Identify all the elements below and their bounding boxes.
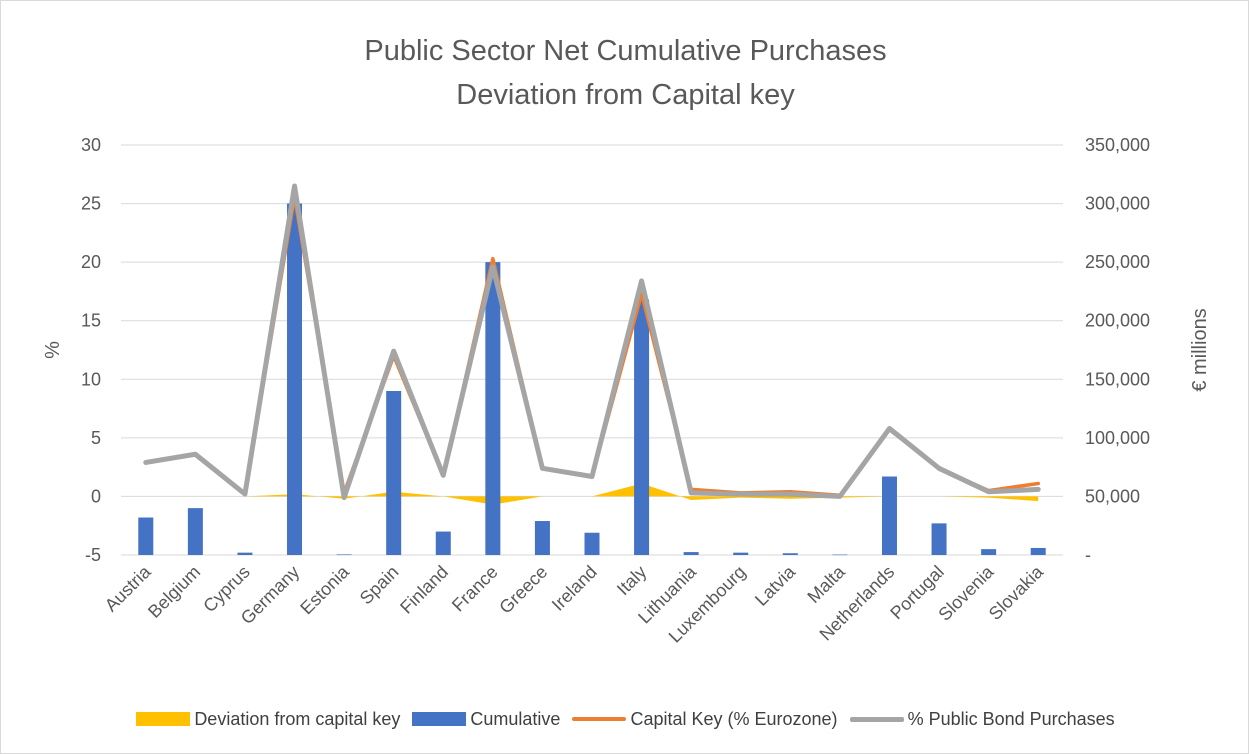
cumulative-bar (336, 554, 352, 556)
y-tick-label: 20 (81, 252, 101, 272)
cumulative-bar (733, 552, 749, 555)
y2-tick-label: 50,000 (1085, 486, 1140, 506)
x-tick-label: Spain (356, 562, 403, 609)
x-tick-label: Malta (803, 561, 849, 607)
y-tick-label: 25 (81, 194, 101, 214)
legend-item-bond-purchases: % Public Bond Purchases (849, 708, 1115, 730)
y2-tick-label: 250,000 (1085, 252, 1150, 272)
x-tick-label: Estonia (296, 561, 353, 618)
legend-swatch-bond-purchases (849, 716, 904, 722)
cumulative-bar (237, 552, 253, 555)
cumulative-bar (881, 476, 897, 555)
y2-tick-label: 350,000 (1085, 135, 1150, 155)
capital-key-line (144, 194, 1040, 498)
cumulative-bar (386, 391, 402, 555)
cumulative-bar (634, 299, 650, 555)
cumulative-bar (187, 508, 203, 555)
x-tick-label: Belgium (144, 562, 204, 622)
cumulative-bar (931, 523, 947, 555)
legend-swatch-capital-key (572, 717, 627, 721)
cumulative-bar (683, 552, 699, 555)
chart-title-line-2: Deviation from Capital key (456, 79, 795, 111)
y-tick-label: -5 (85, 545, 101, 565)
cumulative-bar (1030, 547, 1046, 555)
cumulative-bar (138, 517, 154, 555)
cumulative-bar (485, 262, 501, 555)
legend-label-capital-key: Capital Key (% Eurozone) (630, 708, 838, 729)
cumulative-bar (534, 521, 550, 555)
legend-label-bond-purchases: % Public Bond Purchases (907, 708, 1115, 729)
y-axis-title: % (42, 341, 64, 359)
legend-swatch-deviation (136, 712, 191, 726)
x-tick-label: France (448, 562, 502, 616)
x-tick-label: Latvia (751, 561, 800, 610)
y-tick-label: 30 (81, 135, 101, 155)
chart-title: Public Sector Net Cumulative Purchases D… (1, 29, 1249, 117)
legend-swatch-cumulative (412, 712, 467, 726)
legend-item-deviation: Deviation from capital key (136, 709, 400, 730)
y2-tick-label: - (1085, 545, 1091, 565)
cumulative-bar (832, 554, 848, 556)
y2-tick-label: 100,000 (1085, 428, 1150, 448)
cumulative-bar (782, 553, 798, 555)
cumulative-bar (584, 532, 600, 555)
y-tick-label: 10 (81, 369, 101, 389)
y-tick-label: 0 (91, 486, 101, 506)
legend-item-capital-key: Capital Key (% Eurozone) (572, 708, 838, 730)
y-tick-label: 15 (81, 311, 101, 331)
legend-label-cumulative: Cumulative (470, 708, 561, 729)
x-tick-label: Slovakia (985, 561, 1048, 624)
legend-label-deviation: Deviation from capital key (194, 708, 401, 729)
chart-title-line-1: Public Sector Net Cumulative Purchases (364, 35, 887, 67)
legend: Deviation from capital key Cumulative Ca… (1, 705, 1249, 733)
x-tick-label: Slovenia (934, 561, 998, 625)
cumulative-bar (287, 203, 303, 556)
y2-tick-label: 150,000 (1085, 369, 1150, 389)
x-tick-label: Italy (613, 562, 650, 599)
x-tick-label: Ireland (548, 562, 601, 615)
legend-item-cumulative: Cumulative (412, 709, 560, 730)
y2-axis-title: € millions (1189, 308, 1211, 391)
x-tick-label: Finland (396, 562, 452, 618)
y2-tick-label: 200,000 (1085, 311, 1150, 331)
cumulative-bar (435, 531, 451, 555)
cumulative-bar (981, 549, 997, 555)
public-bond-purchases-line (143, 183, 1041, 501)
deviation-area (145, 483, 1039, 505)
y2-tick-label: 300,000 (1085, 194, 1150, 214)
y-tick-label: 5 (91, 428, 101, 448)
x-tick-label: Greece (495, 562, 551, 618)
